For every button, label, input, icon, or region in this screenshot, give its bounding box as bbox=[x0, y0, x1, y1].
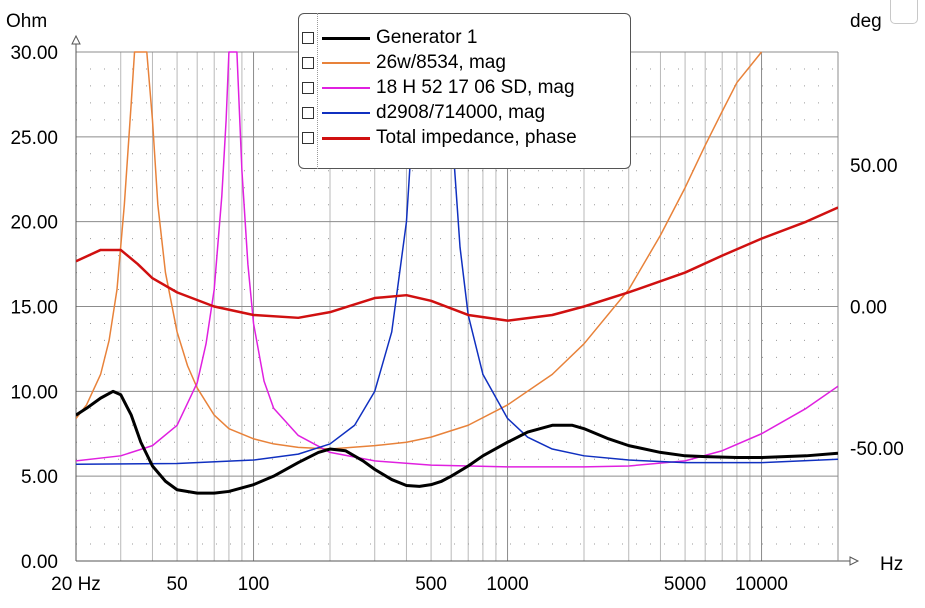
legend-label: d2908/714000, mag bbox=[376, 102, 546, 123]
legend-label: 26w/8534, mag bbox=[376, 52, 506, 73]
legend-swatch bbox=[322, 112, 370, 114]
x-axis-arrow bbox=[849, 556, 860, 566]
tick-labels: 20 Hz 50 100 500 1000 5000 10000 0.00 5.00 10.00 1… bbox=[10, 43, 903, 595]
legend-checkbox[interactable] bbox=[302, 132, 314, 144]
axes bbox=[71, 34, 860, 566]
legend-checkbox[interactable] bbox=[302, 32, 314, 44]
y-axis-label: Ohm bbox=[6, 11, 47, 32]
y-tick-label: 20.00 bbox=[10, 213, 58, 234]
y2-tick-label: 0.00 bbox=[850, 298, 887, 319]
x-axis-label: Hz bbox=[880, 554, 903, 575]
legend-label: Total impedance, phase bbox=[376, 127, 577, 148]
legend-checkbox-strip bbox=[298, 13, 318, 169]
legend-item[interactable]: Generator 1 bbox=[300, 26, 630, 50]
legend-item[interactable]: 18 H 52 17 06 SD, mag bbox=[300, 76, 630, 100]
legend-label: 18 H 52 17 06 SD, mag bbox=[376, 77, 575, 98]
corner-button[interactable] bbox=[890, 0, 918, 24]
y-tick-label: 0.00 bbox=[21, 552, 58, 573]
y-tick-label: 10.00 bbox=[10, 382, 58, 403]
x-tick-label: 500 bbox=[415, 574, 447, 595]
legend-swatch bbox=[322, 62, 370, 64]
legend-swatch bbox=[322, 37, 370, 40]
series-line-4 bbox=[76, 206, 838, 322]
legend-checkbox[interactable] bbox=[302, 82, 314, 94]
legend-swatch bbox=[322, 137, 370, 140]
x-tick-label: 10000 bbox=[735, 574, 788, 595]
y-axis-arrow bbox=[71, 34, 81, 45]
legend-label: Generator 1 bbox=[376, 27, 478, 48]
series-line-0 bbox=[76, 389, 838, 495]
x-tick-label: 50 bbox=[167, 574, 188, 595]
legend-checkbox[interactable] bbox=[302, 57, 314, 69]
legend-checkbox[interactable] bbox=[302, 107, 314, 119]
legend-item[interactable]: Total impedance, phase bbox=[300, 126, 630, 150]
legend-item[interactable]: 26w/8534, mag bbox=[300, 51, 630, 75]
x-tick-label: 100 bbox=[238, 574, 270, 595]
x-tick-label: 1000 bbox=[486, 574, 528, 595]
y-tick-label: 5.00 bbox=[21, 467, 58, 488]
x-tick-label: 20 Hz bbox=[51, 574, 101, 595]
legend-swatch bbox=[322, 87, 370, 89]
y-tick-label: 25.00 bbox=[10, 128, 58, 149]
y2-axis-label: deg bbox=[850, 11, 882, 32]
series-line-2 bbox=[76, 51, 838, 468]
series-line-1 bbox=[76, 51, 763, 450]
y2-tick-label: -50.00 bbox=[850, 439, 904, 460]
x-tick-label: 5000 bbox=[664, 574, 706, 595]
legend-item[interactable]: d2908/714000, mag bbox=[300, 101, 630, 125]
y-tick-label: 15.00 bbox=[10, 298, 58, 319]
y-tick-label: 30.00 bbox=[10, 43, 58, 64]
y2-tick-label: 50.00 bbox=[850, 156, 898, 177]
